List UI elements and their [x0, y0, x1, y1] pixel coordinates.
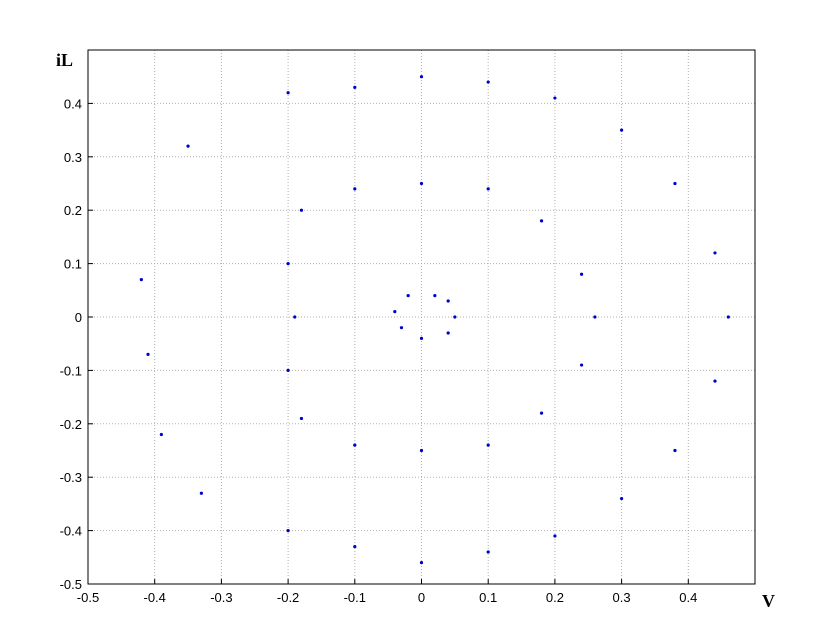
data-point [593, 315, 597, 319]
data-point [186, 144, 190, 148]
data-point [446, 299, 450, 303]
x-tick-label: -0.5 [77, 590, 99, 605]
data-point [353, 187, 357, 191]
y-tick-label: 0 [75, 310, 82, 325]
y-tick-label: 0.1 [64, 257, 82, 272]
grid-lines [88, 50, 755, 584]
y-tick-label: -0.1 [60, 363, 82, 378]
y-tick-label: 0.3 [64, 150, 82, 165]
data-point [620, 128, 624, 132]
data-point [539, 411, 544, 415]
data-point [453, 315, 457, 319]
data-point [579, 272, 584, 276]
data-point [486, 187, 490, 191]
x-tick-label: -0.4 [143, 590, 165, 605]
x-tick-label: -0.1 [344, 590, 366, 605]
data-point [713, 251, 717, 255]
data-point [486, 80, 490, 84]
x-tick-label: 0.2 [546, 590, 564, 605]
data-point [286, 529, 290, 533]
y-tick-label: -0.3 [60, 470, 82, 485]
x-tick-label: -0.3 [210, 590, 232, 605]
data-point [199, 491, 203, 495]
data-point [433, 294, 437, 298]
x-tick-label: 0.4 [679, 590, 697, 605]
data-point [299, 208, 304, 212]
x-tick-label: 0 [418, 590, 425, 605]
data-point [353, 443, 357, 447]
data-point [393, 310, 397, 314]
data-point [293, 315, 297, 319]
data-point [299, 416, 304, 421]
y-tick-label: -0.2 [60, 417, 82, 432]
data-point [486, 550, 490, 554]
y-tick-label: -0.5 [60, 577, 82, 592]
data-point [579, 363, 584, 367]
data-point [713, 379, 717, 383]
data-point [419, 336, 424, 340]
data-point [286, 262, 290, 266]
data-point [673, 448, 677, 453]
x-tick-label: 0.1 [479, 590, 497, 605]
data-points [139, 75, 730, 565]
data-point [419, 448, 424, 453]
y-tick-label: 0.4 [64, 96, 82, 111]
data-point [399, 326, 404, 330]
data-point [353, 545, 357, 549]
data-point [419, 75, 424, 79]
data-point [286, 91, 290, 95]
data-point [419, 181, 424, 186]
data-point [673, 181, 677, 186]
y-tick-label: -0.4 [60, 524, 82, 539]
x-tick-label: 0.3 [613, 590, 631, 605]
data-point [553, 96, 557, 100]
data-point [486, 443, 490, 447]
y-axis-label: iL [56, 50, 73, 70]
data-point [726, 315, 730, 319]
data-point [553, 534, 557, 538]
data-point [419, 561, 424, 565]
data-point [353, 85, 357, 89]
data-point [286, 368, 290, 372]
data-point [620, 496, 624, 501]
data-point [539, 219, 544, 223]
y-tick-label: 0.2 [64, 203, 82, 218]
x-axis-label: V [762, 591, 775, 611]
data-point [159, 432, 163, 437]
data-point [406, 294, 410, 298]
x-tick-label: -0.2 [277, 590, 299, 605]
axis-ticks: -0.5 -0.4 -0.3 -0.2 -0.1 0 0.1 0.2 0.3 0.4 -0.5 -0.… [60, 96, 698, 605]
data-point [146, 352, 150, 356]
data-point [446, 331, 450, 335]
data-point [139, 278, 143, 282]
